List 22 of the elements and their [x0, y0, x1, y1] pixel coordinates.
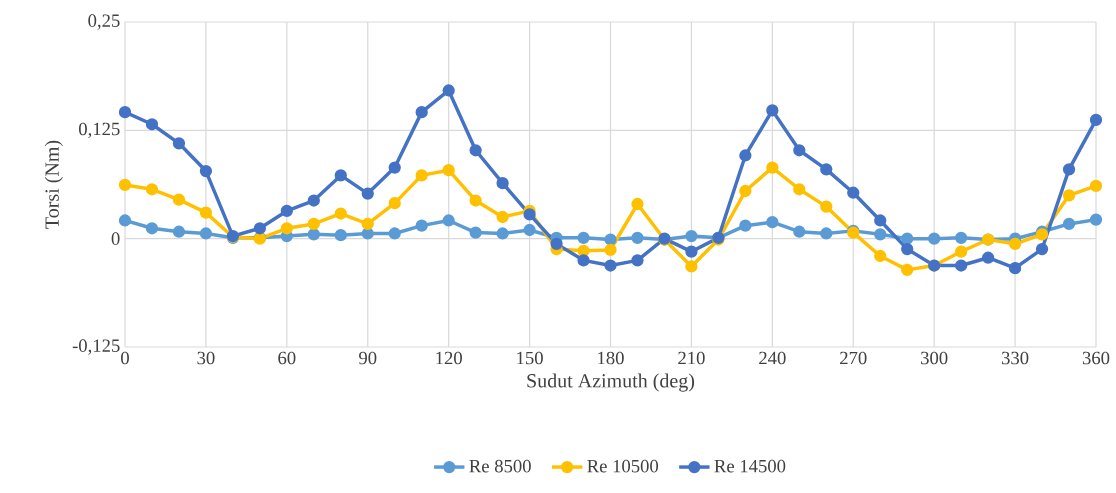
x-tick-label: 90 [359, 351, 377, 365]
x-tick-label: 330 [1001, 351, 1029, 365]
legend-label: Re 14500 [714, 459, 786, 473]
x-tick-label: 60 [278, 351, 296, 365]
legend-label: Re 10500 [587, 459, 659, 473]
x-tick-label: 270 [840, 351, 867, 365]
x-tick-label: 30 [197, 351, 215, 365]
y-tick-label: 0,25 [88, 14, 120, 30]
legend-label: Re 8500 [469, 459, 531, 473]
x-tick-label: 360 [1082, 351, 1110, 365]
x-tick-label: 150 [517, 351, 543, 365]
y-tick-label: -0,125 [72, 339, 120, 355]
y-axis-title: Torsi (Nm) [44, 140, 63, 229]
x-tick-label: 240 [759, 351, 786, 365]
y-tick-label: 0,125 [79, 122, 120, 138]
x-tick-label: 210 [678, 351, 705, 365]
x-tick-label: 0 [121, 351, 129, 365]
x-tick-label: 120 [436, 351, 462, 365]
y-tick-label: 0 [111, 232, 120, 245]
x-tick-label: 180 [598, 351, 624, 365]
x-axis-title: Sudut Azimuth (deg) [527, 373, 695, 392]
x-tick-label: 300 [921, 351, 948, 365]
